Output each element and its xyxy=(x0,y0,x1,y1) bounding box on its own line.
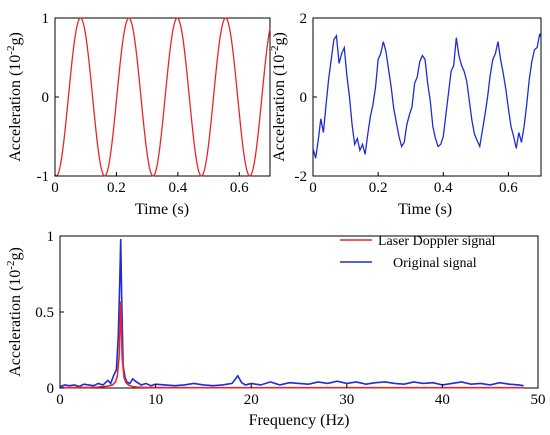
y-ticks-top-left: -1 0 1 xyxy=(37,11,59,185)
legend-label-original: Original signal xyxy=(393,256,477,271)
y-axis-label-bottom: Acceleration (10-2g) xyxy=(5,247,24,377)
legend-label-laser-doppler: Laser Doppler signal xyxy=(378,234,496,249)
x-tick-label: 10 xyxy=(148,392,163,408)
x-tick-label: 0.6 xyxy=(499,180,518,196)
y-axis-label-top-left: Acceleration (10-2g) xyxy=(5,32,24,162)
x-tick-label: 0.2 xyxy=(107,180,126,196)
y-axis-label-top-right: Acceleration (10-2g) xyxy=(269,32,288,162)
y-tick-label: 0 xyxy=(42,90,50,106)
original-signal-spectrum-line xyxy=(59,239,524,388)
y-ticks-bottom: 00.51 xyxy=(35,229,64,397)
x-tick-label: 50 xyxy=(531,392,546,408)
y-tick-label: 0 xyxy=(300,90,308,106)
y-tick-label: 0 xyxy=(47,381,55,397)
x-tick-label: 0.4 xyxy=(434,180,453,196)
x-tick-label: 0 xyxy=(51,180,59,196)
y-tick-label: -1 xyxy=(37,169,50,185)
x-tick-label: 0.4 xyxy=(168,180,187,196)
x-ticks-top-right: 0 0.2 0.4 0.6 xyxy=(309,172,518,196)
x-tick-label: 0.6 xyxy=(230,180,249,196)
x-tick-label: 40 xyxy=(435,392,450,408)
y-tick-label: 2 xyxy=(300,11,308,27)
laser-doppler-spectrum-line xyxy=(60,301,524,389)
y-tick-label: 1 xyxy=(42,11,50,27)
x-tick-label: 0.2 xyxy=(369,180,388,196)
panel-top-left: 0 0.2 0.4 0.6 -101 Time (s) Acceleration (1… xyxy=(5,11,271,218)
red-time-signal-line xyxy=(54,17,271,177)
x-tick-label: 0 xyxy=(309,180,317,196)
panel-top-right: 0 0.2 0.4 0.6 -202 Time (s) Acceleration (1… xyxy=(269,11,542,218)
x-axis-label-top-right: Time (s) xyxy=(398,201,452,218)
y-tick-label: 1 xyxy=(47,229,55,245)
blue-time-signal-line xyxy=(312,33,542,159)
y-ticks-top-right: -2 0 2 xyxy=(295,11,317,185)
x-ticks-top-left: 0 0.2 0.4 0.6 xyxy=(51,172,249,196)
legend: Laser Doppler signal Original signal xyxy=(340,234,496,271)
x-axis-label-bottom: Frequency (Hz) xyxy=(249,412,350,429)
x-tick-label: 0 xyxy=(56,392,64,408)
x-tick-label: 20 xyxy=(244,392,259,408)
y-tick-label: 0.5 xyxy=(35,305,54,321)
x-axis-label-top-left: Time (s) xyxy=(135,201,189,218)
x-ticks-bottom: 0 10 20 30 40 50 xyxy=(56,384,546,408)
x-tick-label: 30 xyxy=(339,392,354,408)
panel-bottom: 0 10 20 30 40 50 00.51 Frequency (Hz) Acceler… xyxy=(5,229,546,429)
y-tick-label: -2 xyxy=(295,169,308,185)
